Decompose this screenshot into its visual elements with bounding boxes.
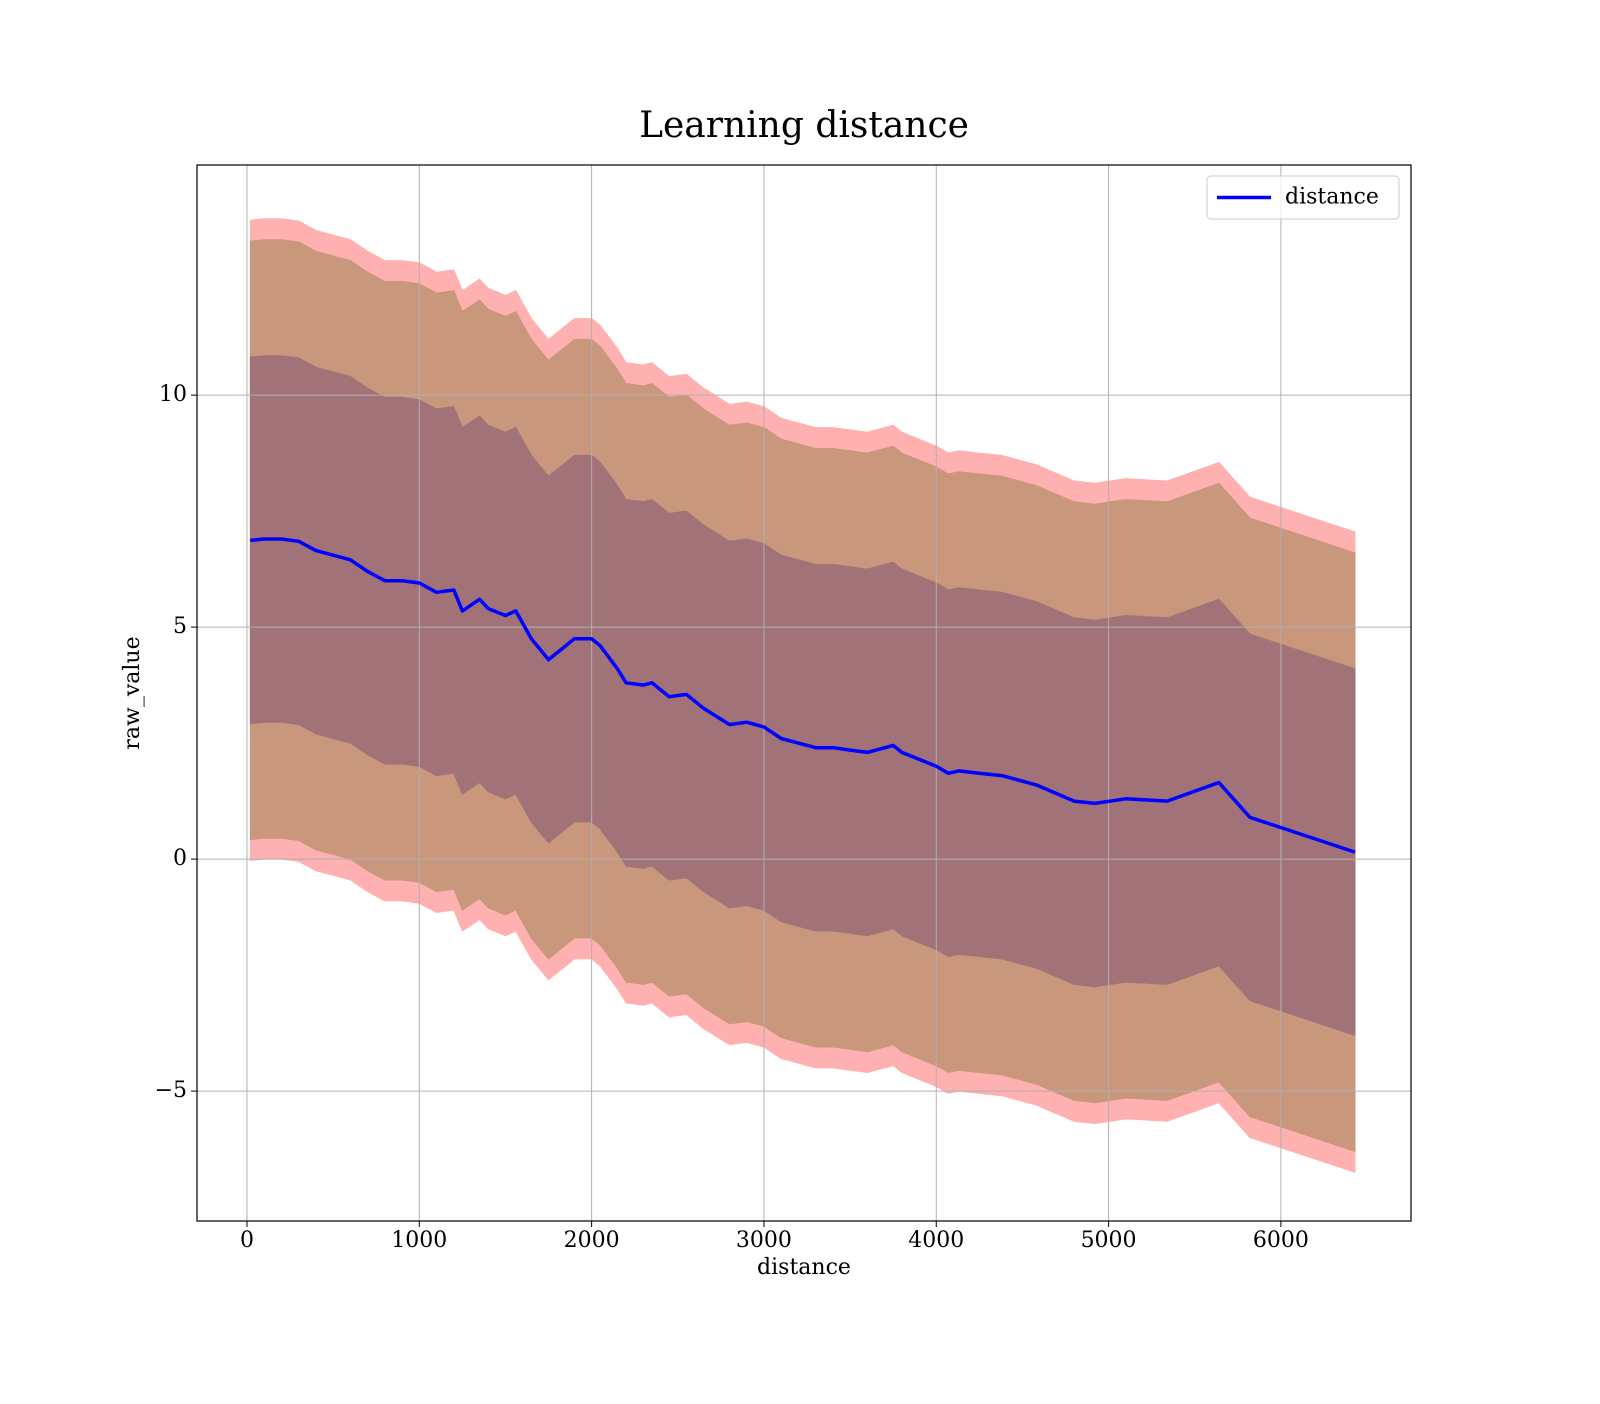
x-tick-label: 1000 [391,1228,447,1253]
y-axis-label: raw_value [120,636,145,749]
x-tick-label: 6000 [1253,1228,1309,1253]
chart-title: Learning distance [639,105,969,146]
line [250,537,1356,854]
legend-label: distance [1285,185,1379,210]
x-tick-label: 0 [240,1228,254,1253]
x-tick-label: 4000 [908,1228,964,1253]
x-tick-label: 5000 [1081,1228,1137,1253]
x-axis-label: distance [757,1255,851,1280]
y-tick-label: 5 [173,614,187,639]
y-tick-label: 0 [173,846,187,871]
y-tick-label: 10 [159,382,187,407]
plot-frame [196,164,1412,1222]
legend-box [1206,175,1400,220]
y-tick-label: −5 [155,1078,187,1103]
band [249,355,1356,1037]
x-tick-label: 2000 [564,1228,620,1253]
x-tick-label: 3000 [736,1228,792,1253]
